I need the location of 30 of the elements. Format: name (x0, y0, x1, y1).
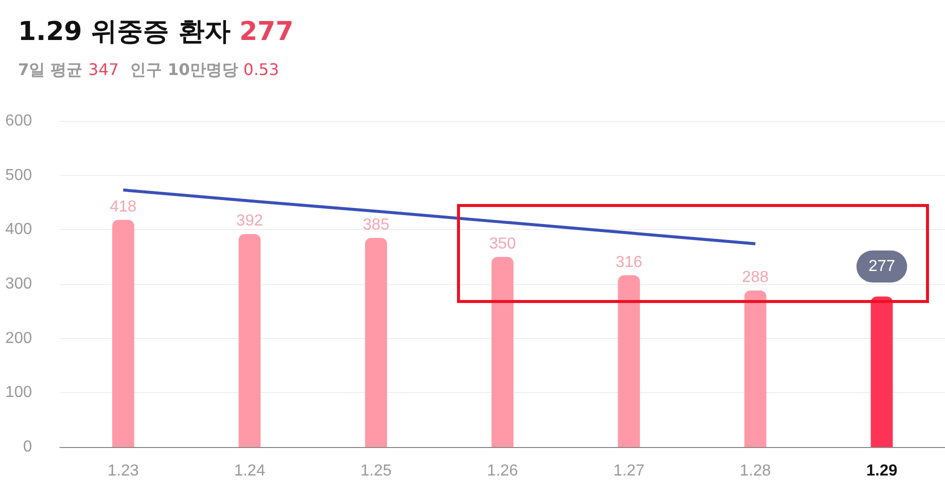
data-label: 288 (742, 269, 769, 286)
bar (492, 256, 514, 447)
chart-subtitle: 7일 평균 347 인구 10만명당 0.53 (18, 60, 280, 79)
x-tick-label: 1.23 (108, 462, 139, 480)
data-label: 385 (362, 216, 390, 234)
x-tick-label: 1.28 (740, 462, 772, 480)
bar (238, 234, 261, 447)
x-tick-label: 1.26 (486, 462, 518, 480)
data-label: 350 (489, 235, 516, 252)
y-tick-label: 200 (5, 330, 32, 347)
data-label: 418 (110, 198, 137, 216)
x-tick-label: 1.27 (613, 462, 645, 480)
x-tick-label: 1.29 (866, 462, 898, 480)
data-label: 277 (868, 258, 896, 275)
bar (365, 238, 388, 447)
y-tick-label: 600 (5, 112, 32, 130)
y-tick-label: 500 (5, 166, 32, 184)
bar (870, 296, 893, 447)
y-tick-label: 100 (5, 384, 32, 402)
bar (112, 220, 134, 447)
y-tick-label: 400 (5, 221, 32, 238)
data-label: 392 (236, 212, 264, 230)
bar (618, 275, 640, 447)
data-label: 316 (616, 254, 642, 271)
chart-title: 1.29 위중증 환자 277 (18, 17, 294, 47)
y-tick-label: 300 (5, 276, 32, 292)
y-tick-label: 0 (23, 438, 32, 456)
x-tick-label: 1.24 (234, 462, 266, 480)
x-tick-label: 1.25 (360, 462, 392, 480)
bar (744, 290, 766, 447)
